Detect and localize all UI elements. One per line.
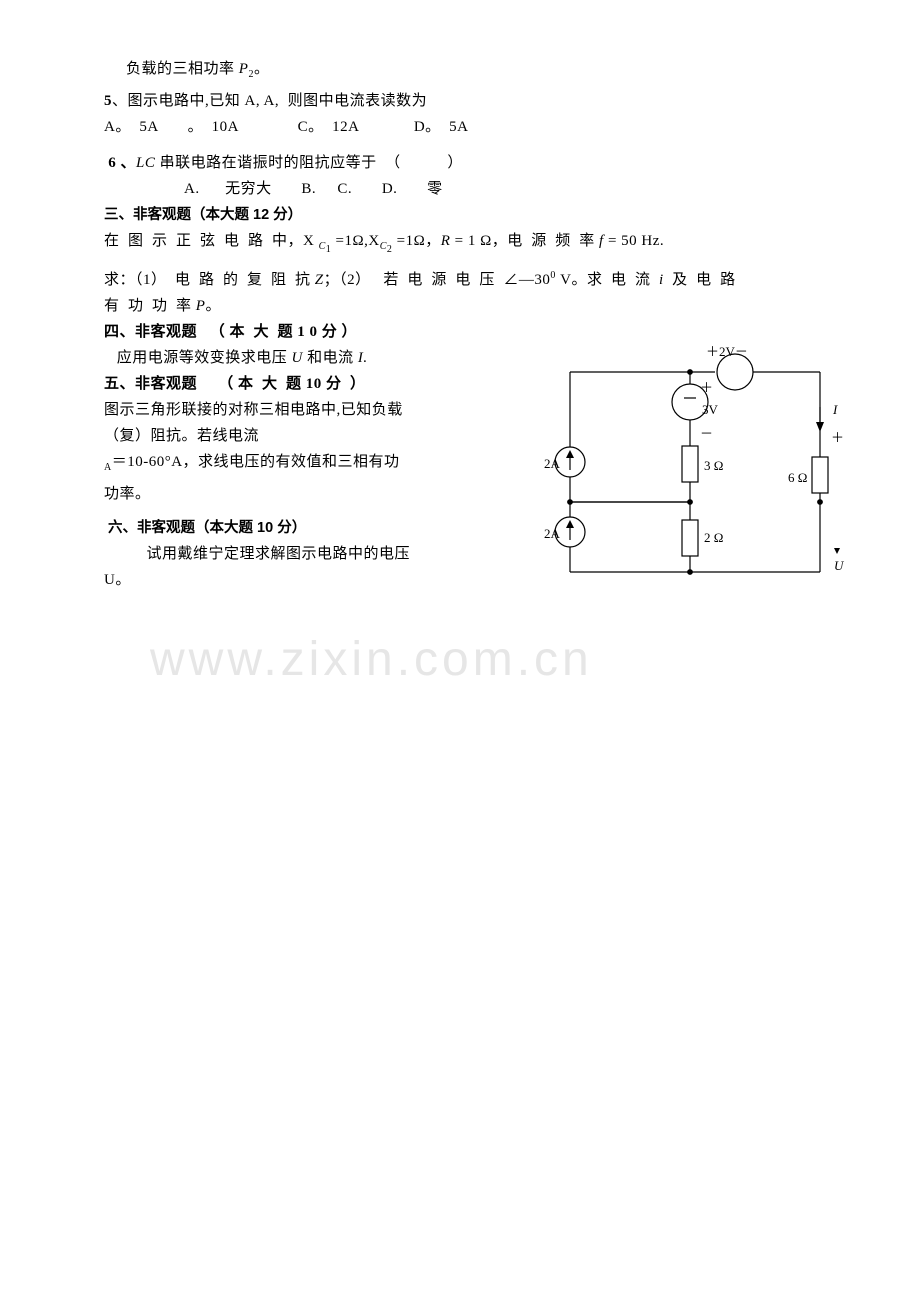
l3a-4: = 1 Ω，电 源 频 率 xyxy=(450,233,599,249)
l3a-5: = 50 Hz. xyxy=(608,233,664,249)
period: 。 xyxy=(254,61,270,77)
label-3v-minus: － xyxy=(700,426,713,441)
l3c-1: 有 功 功 率 xyxy=(104,298,196,314)
q5-text: 、图示电路中,已知 A, A, 则图中电流表读数为 xyxy=(112,93,427,109)
var-f: f xyxy=(599,233,608,249)
var-i: i xyxy=(655,272,672,288)
var-R: R xyxy=(441,233,451,249)
label-3v: 3V xyxy=(702,402,719,417)
var-LC: LC xyxy=(136,155,155,171)
l3b-3: V。求 电 流 xyxy=(556,272,655,288)
sub-c2: C xyxy=(380,241,387,252)
l4-2: 和电流 xyxy=(307,350,358,366)
sub-c1: C xyxy=(319,241,326,252)
circuit-diagram: ＋2V－ ＋ 3V － I ＋ 2A 3 Ω 6 Ω 2A 2 Ω U xyxy=(540,342,850,612)
l5c: ＝10-60°A，求线电压的有效值和三相有功 xyxy=(112,454,400,470)
l3b-4: 及 电 路 xyxy=(672,272,736,288)
var-P: P xyxy=(196,298,206,314)
sub-A: A xyxy=(104,462,112,473)
label-2a-1: 2A xyxy=(544,456,561,471)
l3a-3: =1Ω， xyxy=(392,233,440,249)
heading-3: 三、非客观题（本大题 12 分） xyxy=(104,202,836,228)
label-I: I xyxy=(832,402,838,417)
l3b-2: ；（2） 若 电 源 电 压 ∠—30 xyxy=(324,272,551,288)
label-2v: ＋2V－ xyxy=(706,344,748,359)
q5-num: 5 xyxy=(104,93,112,109)
l3a-2: =1Ω,X xyxy=(331,233,379,249)
q5-options: A。 5A 。 10A C。 12A D。 5A xyxy=(104,114,836,140)
q6-num: 6 、 xyxy=(104,155,136,171)
watermark: www.zixin.com.cn xyxy=(150,632,593,687)
label-3ohm: 3 Ω xyxy=(704,458,723,473)
label-3v-plus: ＋ xyxy=(700,380,713,395)
l4-1: 应用电源等效变换求电压 xyxy=(104,350,292,366)
text: 负载的三相功率 xyxy=(126,61,239,77)
label-6ohm: 6 Ω xyxy=(788,470,807,485)
l3c-2: 。 xyxy=(205,298,221,314)
label-2a-2: 2A xyxy=(544,526,561,541)
q6-options: A. 无穷大 B. C. D. 零 xyxy=(104,176,836,202)
var-P2: P xyxy=(239,61,249,77)
label-U: U xyxy=(834,558,845,573)
q6-text: 串联电路在谐振时的阻抗应等于 （ ） xyxy=(155,155,463,171)
label-I-plus: ＋ xyxy=(831,430,844,445)
var-I: I. xyxy=(358,350,368,366)
var-U: U xyxy=(292,350,308,366)
var-Z: Z xyxy=(315,272,324,288)
l3a-1: 在 图 示 正 弦 电 路 中，X xyxy=(104,233,319,249)
l3b-1: 求：（1） 电 路 的 复 阻 抗 xyxy=(104,272,315,288)
label-2ohm: 2 Ω xyxy=(704,530,723,545)
